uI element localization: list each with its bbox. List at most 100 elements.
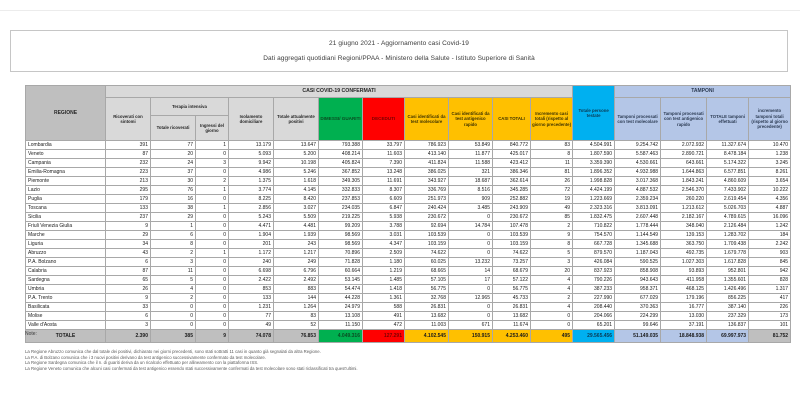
value-cell: 4.424.199 <box>572 185 616 195</box>
value-cell: 2 <box>529 293 574 303</box>
value-cell: 49 <box>529 203 574 213</box>
value-cell: 13.682 <box>492 311 531 321</box>
value-cell: 0 <box>448 311 493 321</box>
value-cell: 37.191 <box>660 320 708 330</box>
value-cell: 1 <box>195 248 229 258</box>
value-cell: 413.140 <box>404 149 449 159</box>
value-cell: 408.214 <box>318 149 363 159</box>
value-cell: 1.223.669 <box>572 194 616 204</box>
value-cell: 223 <box>105 167 151 177</box>
value-cell: 828 <box>748 275 792 285</box>
value-cell: 2 <box>150 248 196 258</box>
value-cell: 4.481 <box>273 221 319 231</box>
value-cell: 150.915 <box>448 329 493 343</box>
table-row: Molise 6 0 0 77 83 13.108 491 13.682 0 13.682 0 204.… <box>25 311 792 321</box>
value-cell: 38 <box>150 203 196 213</box>
value-cell: 8.261 <box>748 167 792 177</box>
value-cell: 1.242 <box>748 221 792 231</box>
value-cell: 92.694 <box>404 221 449 231</box>
value-cell: 226 <box>748 302 792 312</box>
value-cell: 667.728 <box>572 239 616 249</box>
value-cell: 2.546.370 <box>660 185 708 195</box>
value-cell: 1 <box>195 185 229 195</box>
value-cell: 5.938 <box>362 212 405 222</box>
value-cell: 2 <box>150 293 196 303</box>
value-cell: 853 <box>228 284 274 294</box>
value-cell: 0 <box>195 311 229 321</box>
value-cell: 10.222 <box>748 185 792 195</box>
value-cell: 0 <box>195 257 229 267</box>
value-cell: 491 <box>362 311 405 321</box>
value-cell: 952.801 <box>706 266 750 276</box>
header-tamponi-antigenico: Tamponi processati con test antigenico r… <box>660 97 708 141</box>
region-name-cell: Puglia <box>25 194 106 204</box>
value-cell: 1.027.303 <box>660 257 708 267</box>
value-cell: 13.108 <box>318 311 363 321</box>
value-cell: 405.824 <box>318 158 363 168</box>
value-cell: 332.833 <box>318 185 363 195</box>
value-cell: 219.225 <box>318 212 363 222</box>
value-cell: 943.643 <box>614 275 662 285</box>
value-cell: 11.877 <box>448 149 493 159</box>
value-cell: 139.153 <box>660 230 708 240</box>
value-cell: 3 <box>195 158 229 168</box>
value-cell: 133 <box>228 293 274 303</box>
value-cell: 232 <box>105 158 151 168</box>
value-cell: 1.361 <box>362 293 405 303</box>
value-cell: 837.923 <box>572 266 616 276</box>
value-cell: 204.066 <box>572 311 616 321</box>
value-cell: 8.225 <box>228 194 274 204</box>
value-cell: 56.775 <box>404 284 449 294</box>
value-cell: 5.200 <box>273 149 319 159</box>
value-cell: 1.187.043 <box>614 248 662 258</box>
region-name-cell: Molise <box>25 311 106 321</box>
value-cell: 3.654 <box>748 176 792 186</box>
value-cell: 4.986 <box>228 167 274 177</box>
value-cell: 8 <box>529 149 574 159</box>
value-cell: 208.440 <box>572 302 616 312</box>
value-cell: 942 <box>748 266 792 276</box>
value-cell: 2.607.448 <box>614 212 662 222</box>
value-cell: 790.226 <box>572 275 616 285</box>
value-cell: 5.026.703 <box>706 203 750 213</box>
value-cell: 4.356 <box>748 194 792 204</box>
value-cell: 10.470 <box>748 140 792 150</box>
value-cell: 213 <box>105 176 151 186</box>
value-cell: 19 <box>529 194 574 204</box>
value-cell: 76.853 <box>273 329 319 343</box>
value-cell: 33 <box>105 302 151 312</box>
value-cell: 57.122 <box>492 275 531 285</box>
value-cell: 321 <box>448 167 493 177</box>
value-cell: 24.979 <box>318 302 363 312</box>
value-cell: 1 <box>195 203 229 213</box>
bulletin-title: 21 giugno 2021 - Aggiornamento casi Covi… <box>329 39 469 47</box>
value-cell: 754.570 <box>572 230 616 240</box>
value-cell: 13.179 <box>228 140 274 150</box>
note-line: La Regione Abruzzo comunica che dal tota… <box>25 349 321 354</box>
value-cell: 60.025 <box>404 257 449 267</box>
value-cell: 2.492 <box>273 275 319 285</box>
value-cell: 103.539 <box>492 230 531 240</box>
value-cell: 77 <box>150 140 196 150</box>
value-cell: 240.424 <box>404 203 449 213</box>
value-cell: 1.180 <box>362 257 405 267</box>
table-row: Abruzzo 43 2 1 1.172 1.217 70.896 2.509 74.622 0 7… <box>25 248 792 258</box>
value-cell: 76 <box>150 185 196 195</box>
region-name-cell: Valle d'Aosta <box>25 320 106 330</box>
value-cell: 6.577.851 <box>706 167 750 177</box>
region-name-cell: Sardegna <box>25 275 106 285</box>
value-cell: 5 <box>529 248 574 258</box>
value-cell: 99.646 <box>614 320 662 330</box>
value-cell: 243 <box>273 239 319 249</box>
value-cell: 1.896.352 <box>572 167 616 177</box>
value-cell: 4.049.316 <box>318 329 363 343</box>
value-cell: 295 <box>105 185 151 195</box>
table-row: Emilia-Romagna 223 37 0 4.986 5.246 367.852 13.… <box>25 167 792 177</box>
value-cell: 1.213.612 <box>660 203 708 213</box>
value-cell: 0 <box>529 311 574 321</box>
note-line: La Regione Sardegna comunica che il n. d… <box>25 360 259 365</box>
value-cell: 2 <box>195 176 229 186</box>
value-cell: 3.017.368 <box>614 176 662 186</box>
value-cell: 387.233 <box>572 284 616 294</box>
value-cell: 2.856 <box>228 203 274 213</box>
